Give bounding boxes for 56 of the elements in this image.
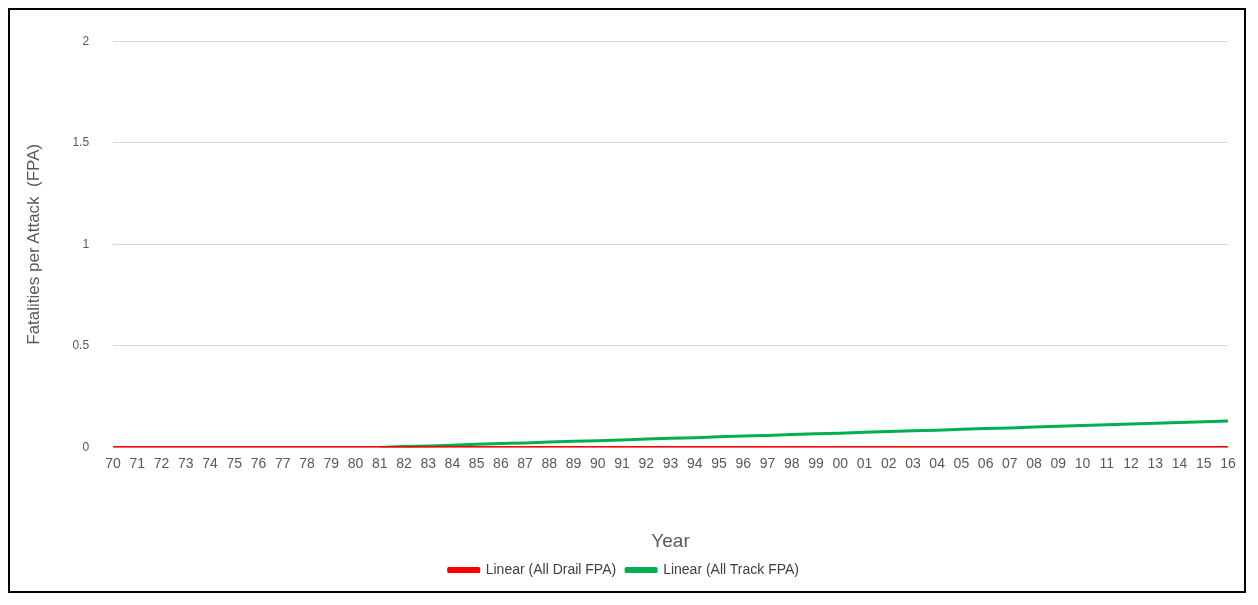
x-tick-label: 13 — [1147, 454, 1164, 471]
x-tick-label: 71 — [129, 454, 146, 471]
x-tick-label: 99 — [808, 454, 824, 471]
x-tick-label: 88 — [541, 454, 558, 471]
x-tick-label: 73 — [178, 454, 194, 471]
x-tick-label: 05 — [953, 454, 970, 471]
x-tick-label: 98 — [783, 454, 800, 471]
x-tick-label: 91 — [614, 454, 631, 471]
x-tick-label: 04 — [929, 454, 946, 471]
x-tick-label: 87 — [517, 454, 534, 471]
x-tick-label: 78 — [299, 454, 315, 471]
x-tick-label: 06 — [977, 454, 994, 471]
x-tick-label: 84 — [444, 454, 461, 471]
y-tick-label: 1 — [82, 236, 90, 251]
legend-label: Linear (All Track FPA) — [663, 560, 800, 577]
x-tick-label: 75 — [226, 454, 243, 471]
x-tick-label: 10 — [1074, 454, 1091, 471]
x-tick-label: 94 — [686, 454, 703, 471]
x-tick-label: 03 — [905, 454, 921, 471]
x-tick-label: 86 — [493, 454, 509, 471]
x-axis-title: Year — [651, 529, 691, 551]
x-tick-label: 97 — [759, 454, 776, 471]
x-tick-label: 89 — [565, 454, 582, 471]
x-tick-label: 16 — [1220, 454, 1236, 471]
x-tick-label: 12 — [1123, 454, 1140, 471]
y-axis-title: Fatalities per Attack (FPA) — [23, 143, 43, 345]
x-tick-label: 85 — [468, 454, 485, 471]
x-tick-label: 01 — [856, 454, 873, 471]
x-tick-label: 93 — [662, 454, 679, 471]
x-tick-label: 82 — [396, 454, 412, 471]
x-tick-label: 08 — [1026, 454, 1043, 471]
x-tick-label: 00 — [832, 454, 849, 471]
x-tick-label: 15 — [1195, 454, 1212, 471]
x-tick-label: 77 — [274, 454, 291, 471]
legend-label: Linear (All Drail FPA) — [485, 560, 617, 577]
x-tick-label: 95 — [711, 454, 728, 471]
x-tick-label: 07 — [1002, 454, 1018, 471]
x-tick-label: 11 — [1099, 454, 1115, 471]
x-tick-label: 76 — [250, 454, 267, 471]
x-tick-label: 09 — [1050, 454, 1067, 471]
y-tick-label: 0.5 — [72, 338, 90, 353]
x-tick-label: 92 — [638, 454, 655, 471]
x-tick-label: 02 — [880, 454, 897, 471]
x-tick-label: 96 — [735, 454, 752, 471]
x-tick-label: 79 — [323, 454, 340, 471]
y-tick-label: 2 — [82, 33, 90, 48]
x-tick-label: 90 — [590, 454, 606, 471]
x-tick-label: 83 — [420, 454, 437, 471]
x-tick-label: 80 — [347, 454, 364, 471]
x-tick-label: 74 — [202, 454, 219, 471]
y-tick-label: 1.5 — [72, 135, 90, 150]
x-tick-label: 14 — [1171, 454, 1188, 471]
x-tick-label: 81 — [371, 454, 388, 471]
x-tick-label: 72 — [153, 454, 170, 471]
y-tick-label: 0 — [82, 439, 90, 454]
x-tick-label: 70 — [105, 454, 122, 471]
